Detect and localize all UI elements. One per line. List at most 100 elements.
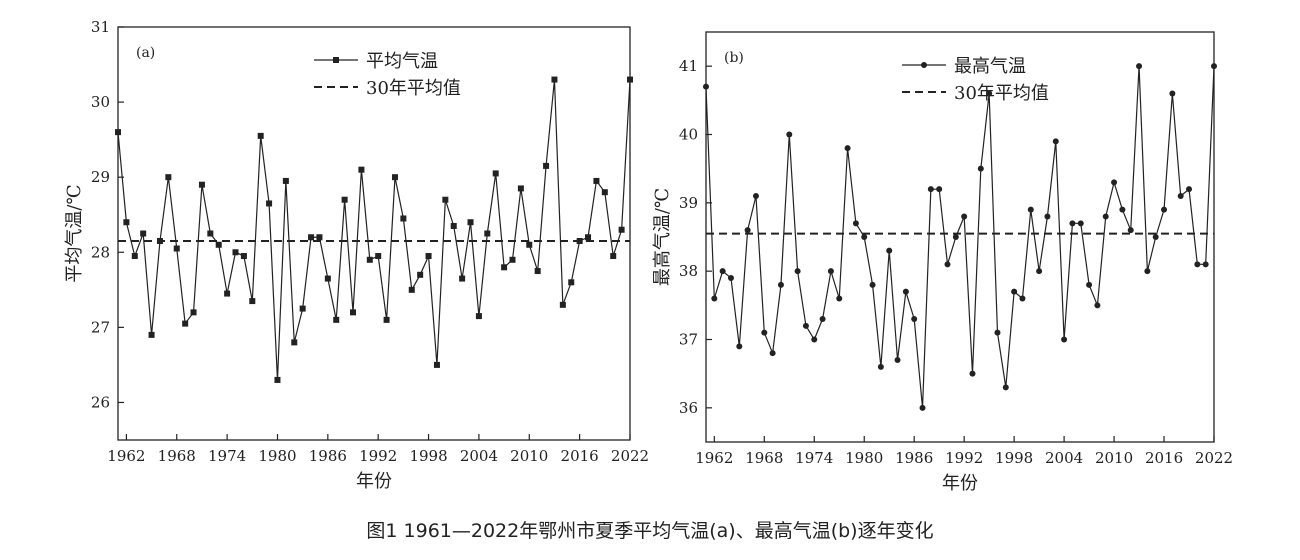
data-point: [961, 213, 968, 220]
data-point: [944, 261, 951, 268]
data-point: [877, 363, 884, 370]
data-point: [927, 186, 934, 193]
y-tick-label: 31: [91, 18, 110, 36]
x-tick-label: 1992: [945, 449, 983, 467]
data-point: [869, 281, 876, 288]
data-point: [131, 253, 138, 260]
panel-label: (b): [724, 50, 744, 66]
data-point: [1044, 213, 1051, 220]
data-point: [1127, 227, 1134, 234]
data-point: [618, 226, 625, 233]
data-point: [711, 295, 718, 302]
data-point: [173, 245, 180, 252]
data-point: [861, 234, 868, 240]
data-point: [1169, 90, 1176, 97]
plot-frame: [117, 26, 631, 441]
data-point: [902, 288, 909, 295]
data-point: [894, 357, 901, 363]
data-point: [501, 264, 508, 271]
data-point: [719, 268, 726, 275]
x-tick-label: 1998: [409, 447, 447, 465]
series-line: [117, 79, 631, 380]
data-point: [366, 256, 373, 263]
data-point: [727, 275, 734, 281]
data-point: [543, 162, 550, 169]
data-point: [1144, 268, 1151, 275]
data-point: [308, 234, 315, 241]
y-tick-label: 40: [679, 126, 698, 144]
x-tick-label: 1968: [158, 447, 196, 465]
x-tick-label: 2022: [1195, 449, 1233, 467]
data-point: [375, 253, 382, 260]
legend-series-label: 最高气温: [954, 56, 1026, 77]
y-tick-label: 30: [91, 93, 110, 111]
data-point: [534, 268, 541, 275]
data-point: [1094, 302, 1101, 309]
x-tick-label: 1986: [895, 449, 933, 467]
data-point: [232, 249, 239, 256]
data-point: [274, 376, 281, 383]
y-tick-label: 36: [679, 399, 698, 417]
data-point: [123, 219, 130, 226]
data-point: [509, 256, 516, 263]
data-point: [1027, 206, 1034, 213]
data-point: [844, 145, 851, 152]
data-point: [601, 189, 608, 196]
data-point: [1111, 179, 1118, 186]
data-point: [358, 166, 365, 173]
data-point: [182, 320, 189, 327]
data-point: [341, 196, 348, 203]
data-point: [282, 177, 289, 184]
legend-reference-label: 30年平均值: [954, 83, 1049, 104]
y-tick-label: 41: [679, 57, 698, 75]
figure: 26 27 28 29 30 31 1962 1968 1974 1980 1986 1992 1998…: [64, 18, 1233, 494]
data-point: [1077, 220, 1084, 227]
data-point: [1177, 193, 1184, 199]
data-point: [459, 275, 466, 282]
legend-reference-label: 30年平均值: [366, 78, 461, 99]
x-tick-label: 1992: [359, 447, 397, 465]
data-point: [777, 281, 784, 288]
data-point: [744, 227, 751, 234]
data-point: [1011, 288, 1018, 295]
x-axis-label: 年份: [942, 473, 978, 494]
data-point: [769, 350, 776, 357]
data-point: [1019, 295, 1026, 302]
x-tick-label: 1980: [258, 447, 296, 465]
x-tick-label: 1974: [795, 449, 833, 467]
data-point: [936, 186, 943, 193]
x-tick-label: 2016: [1145, 449, 1183, 467]
data-point: [517, 185, 524, 192]
data-point: [1211, 63, 1217, 70]
data-point: [257, 132, 264, 139]
data-point: [383, 316, 390, 323]
data-point: [115, 129, 121, 136]
data-point: [207, 230, 214, 237]
data-point: [316, 234, 323, 241]
data-point: [526, 241, 533, 248]
data-point: [576, 238, 583, 245]
y-tick-label: 38: [679, 262, 698, 280]
data-point: [551, 76, 558, 83]
data-point: [852, 220, 859, 227]
data-point: [1186, 186, 1193, 193]
data-point: [1002, 384, 1009, 391]
data-point: [324, 275, 331, 282]
x-tick-label: 2004: [460, 447, 498, 465]
x-tick-label: 1962: [107, 447, 145, 465]
y-tick-label: 37: [679, 331, 698, 349]
x-tick-label: 2004: [1045, 449, 1083, 467]
data-point: [1102, 213, 1109, 220]
legend-series-label: 平均气温: [366, 51, 438, 72]
data-point: [350, 309, 357, 316]
data-point: [761, 329, 768, 336]
x-tick-label: 1980: [845, 449, 883, 467]
legend-series-marker: [333, 57, 339, 63]
data-point: [249, 298, 256, 305]
data-point: [156, 238, 163, 245]
data-point: [1086, 281, 1093, 288]
data-point: [703, 83, 709, 90]
data-point: [802, 322, 809, 329]
data-point: [568, 279, 575, 286]
data-point: [240, 253, 247, 260]
